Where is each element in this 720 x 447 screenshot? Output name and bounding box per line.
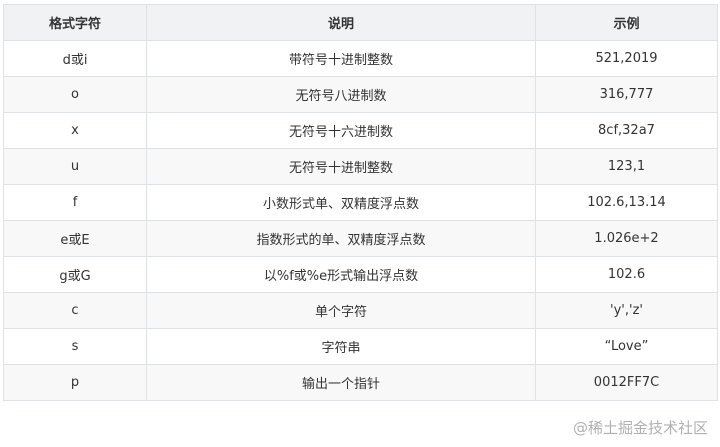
description-cell: 无符号八进制数	[146, 76, 536, 113]
format-char-cell: x	[3, 112, 147, 149]
format-char-cell: p	[3, 364, 147, 401]
example-cell: 316,777	[535, 76, 718, 113]
table-row: u 无符号十进制整数 123,1	[3, 148, 718, 185]
description-cell: 以%f或%e形式输出浮点数	[146, 256, 536, 293]
format-char-cell: d或i	[3, 40, 147, 77]
table-row: s 字符串 “Love”	[3, 328, 718, 365]
header-row: 格式字符 说明 示例	[3, 4, 718, 41]
header-format-char: 格式字符	[3, 4, 147, 41]
format-char-cell: f	[3, 184, 147, 221]
table-row: p 输出一个指针 0012FF7C	[3, 364, 718, 401]
example-cell: 102.6	[535, 256, 718, 293]
format-char-cell: o	[3, 76, 147, 113]
table-row: f 小数形式单、双精度浮点数 102.6,13.14	[3, 184, 718, 221]
description-cell: 指数形式的单、双精度浮点数	[146, 220, 536, 257]
watermark: @稀土掘金技术社区	[572, 419, 708, 437]
example-cell: 0012FF7C	[535, 364, 718, 401]
example-cell: 8cf,32a7	[535, 112, 718, 149]
example-cell: “Love”	[535, 328, 718, 365]
table-row: g或G 以%f或%e形式输出浮点数 102.6	[3, 256, 718, 293]
format-specifier-table: 格式字符 说明 示例 d或i 带符号十进制整数 521,2019 o 无符号八进制数 31…	[3, 4, 718, 401]
format-char-cell: e或E	[3, 220, 147, 257]
table-row: o 无符号八进制数 316,777	[3, 76, 718, 113]
table-row: c 单个字符'y','z'	[3, 292, 718, 329]
example-cell: 1.026e+2	[535, 220, 718, 257]
table-body: d或i 带符号十进制整数 521,2019 o 无符号八进制数 316,777 x 无符号十六…	[3, 40, 718, 401]
format-char-cell: c	[3, 292, 147, 329]
format-char-cell: g或G	[3, 256, 147, 293]
description-cell: 输出一个指针	[146, 364, 536, 401]
table-row: x 无符号十六进制数 8cf,32a7	[3, 112, 718, 149]
description-cell: 无符号十进制整数	[146, 148, 536, 185]
example-cell: 521,2019	[535, 40, 718, 77]
format-char-cell: s	[3, 328, 147, 365]
example-cell: 102.6,13.14	[535, 184, 718, 221]
header-example: 示例	[535, 4, 718, 41]
description-cell: 字符串	[146, 328, 536, 365]
format-char-cell: u	[3, 148, 147, 185]
example-cell: 123,1	[535, 148, 718, 185]
description-cell: 带符号十进制整数	[146, 40, 536, 77]
table-row: d或i 带符号十进制整数 521,2019	[3, 40, 718, 77]
description-cell: 小数形式单、双精度浮点数	[146, 184, 536, 221]
description-cell: 单个字符	[146, 292, 536, 329]
header-description: 说明	[146, 4, 536, 41]
table-row: e或E 指数形式的单、双精度浮点数 1.026e+2	[3, 220, 718, 257]
description-cell: 无符号十六进制数	[146, 112, 536, 149]
example-cell: 'y','z'	[535, 292, 718, 329]
